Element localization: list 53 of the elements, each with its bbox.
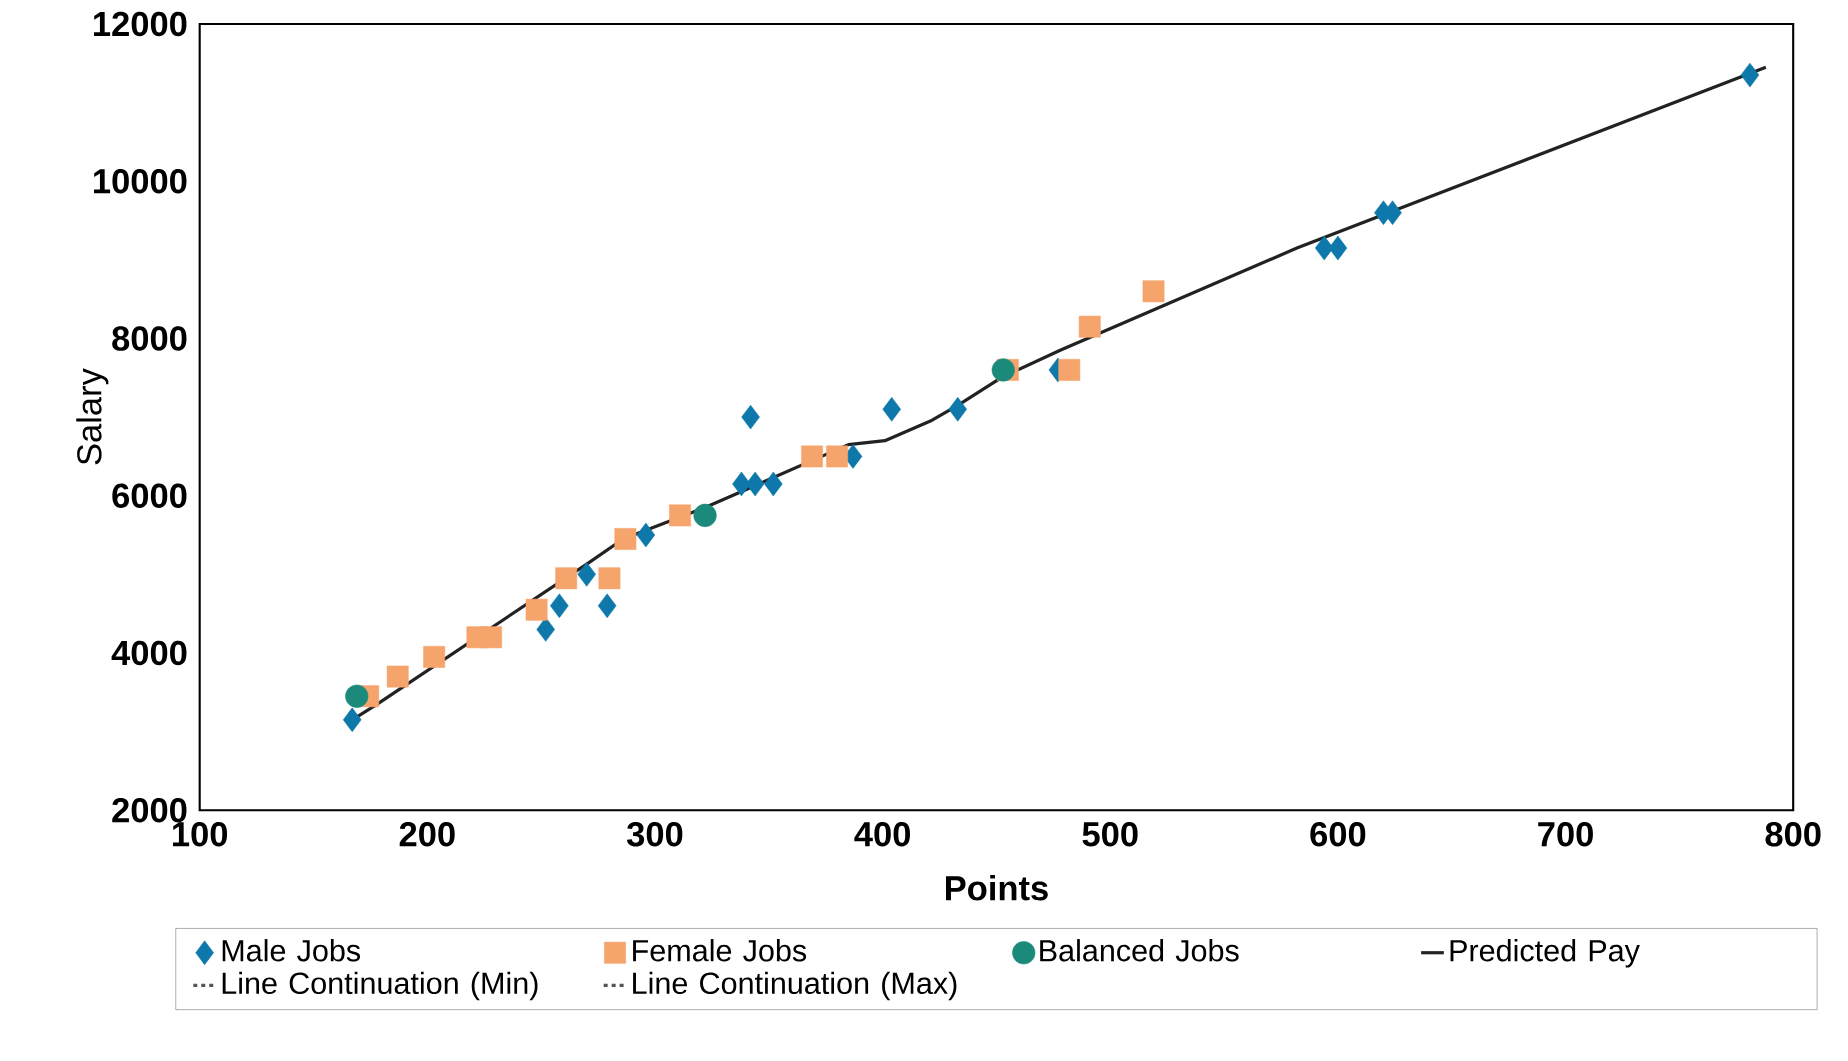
point (801, 445, 823, 468)
point (550, 593, 569, 619)
y-tick-label: 12000 (94, 11, 187, 37)
point (597, 593, 617, 619)
point (1142, 280, 1165, 303)
y-tick-label: 6000 (112, 483, 187, 509)
legend-label: Female Jobs (633, 939, 807, 962)
point (423, 646, 446, 668)
x-tick-label: 700 (1538, 822, 1593, 847)
x-tick-label: 500 (1082, 822, 1138, 847)
point (764, 471, 783, 497)
x-tick-label: 800 (1765, 822, 1821, 847)
point (1740, 62, 1760, 88)
legend-label: Male Jobs (222, 939, 361, 962)
y-tick-label: 4000 (111, 640, 187, 666)
point (826, 445, 848, 468)
point (598, 567, 621, 590)
point (1328, 235, 1348, 261)
point (693, 503, 717, 528)
point (741, 404, 760, 430)
legend-label: Line Continuation (Min) (222, 971, 538, 1001)
point (577, 562, 596, 587)
point (669, 504, 691, 527)
point (1078, 315, 1101, 338)
y-axis-title: Salary (76, 368, 109, 465)
legend-label: Line Continuation (Max) (633, 971, 957, 1001)
point (732, 471, 751, 497)
x-axis-title: Points (945, 875, 1048, 901)
y-tick-label: 8000 (112, 326, 187, 351)
y-tick-label: 2000 (112, 798, 187, 823)
point (991, 358, 1015, 382)
point (555, 567, 578, 590)
point (948, 397, 967, 422)
point (636, 522, 656, 548)
x-tick-label: 400 (854, 822, 910, 847)
x-tick-label: 600 (1310, 822, 1366, 847)
legend-label: Balanced Jobs (1040, 939, 1239, 962)
point (342, 707, 362, 733)
legend-label: Predicted Pay (1450, 939, 1640, 968)
x-tick-label: 200 (399, 822, 455, 847)
point (1058, 359, 1081, 381)
point (345, 684, 369, 708)
point (536, 617, 555, 642)
x-tick-label: 300 (626, 822, 683, 847)
point (386, 665, 409, 688)
point (525, 598, 548, 621)
x-tick-label: 100 (173, 822, 228, 847)
point (480, 626, 502, 649)
point (882, 397, 901, 422)
y-tick-label: 10000 (94, 169, 187, 194)
point (1315, 235, 1334, 261)
point (614, 528, 637, 550)
point (745, 471, 765, 497)
